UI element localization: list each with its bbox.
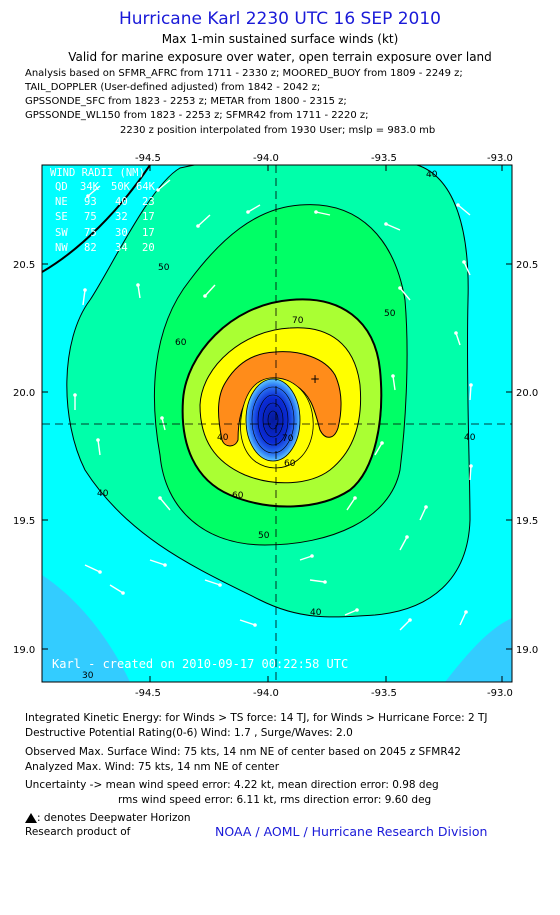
lon-tick-top: -93.5 [371, 153, 397, 164]
radii-cell: SE [55, 211, 68, 223]
radii-cell: SW [55, 227, 68, 239]
ike-line: Integrated Kinetic Energy: for Winds > T… [25, 712, 488, 724]
lon-tick-bottom: -94.5 [135, 688, 161, 699]
legend-note-text: : denotes Deepwater Horizon [37, 812, 191, 824]
deep-cyan-corner-sw [42, 575, 130, 682]
contour-label: 60 [284, 459, 296, 469]
radii-header: 50K [111, 181, 131, 193]
radii-header: 34K [80, 181, 100, 193]
lon-tick-top: -93.0 [487, 153, 513, 164]
contour-label: 60 [175, 338, 187, 348]
radii-cell: 93 [84, 196, 97, 208]
contour-label: 70 [282, 434, 294, 444]
position-line: 2230 z position interpolated from 1930 U… [120, 125, 436, 136]
map-frame [41, 164, 513, 683]
dpr-line: Destructive Potential Rating(0-6) Wind: … [25, 727, 353, 739]
uncertainty-rms: rms wind speed error: 6.11 kt, rms direc… [118, 794, 432, 806]
lat-tick-left: 20.5 [13, 260, 35, 271]
created-timestamp: Karl - created on 2010-09-17 00:22:58 UT… [52, 657, 348, 671]
contour-label: 40 [217, 433, 229, 443]
lat-tick-right: 20.5 [516, 260, 538, 271]
analysis-line: Analysis based on SFMR_AFRC from 1711 - … [25, 68, 463, 79]
radii-cell: 17 [142, 227, 155, 239]
radii-cell: 75 [84, 211, 97, 223]
wind-vector-heads [73, 188, 473, 627]
eye-inner-contour [257, 394, 289, 446]
analysis-line: TAIL_DOPPLER (User-defined adjusted) fro… [25, 82, 321, 93]
wind-field-map: 40 50 60 70 40 50 60 40 50 60 70 40 40 3… [13, 153, 538, 699]
contour-label: 40 [310, 608, 322, 618]
analyzed-max-wind: Analyzed Max. Wind: 75 kts, 14 nm NE of … [25, 761, 280, 773]
lat-tick-left: 20.0 [13, 388, 35, 399]
observed-max-wind: Observed Max. Surface Wind: 75 kts, 14 n… [25, 746, 461, 758]
research-label: Research product of [25, 826, 131, 838]
page-title: Hurricane Karl 2230 UTC 16 SEP 2010 [118, 9, 441, 29]
analysis-line: GPSSONDE_SFC from 1823 - 2253 z; METAR f… [25, 96, 347, 107]
max-wind-marker: + [310, 372, 320, 386]
oil-platform-icon [25, 813, 37, 823]
contour-label: 60 [232, 491, 244, 501]
radii-cell: 82 [84, 242, 97, 254]
radii-cell: 75 [84, 227, 97, 239]
top-ticks [42, 165, 512, 682]
radii-cell: 23 [142, 196, 155, 208]
contour-label: 50 [384, 309, 396, 319]
wind-radii-title: WIND RADII (NM) [50, 167, 145, 179]
lon-tick-top: -94.5 [135, 153, 161, 164]
contour-band-40-nw [42, 165, 175, 280]
deep-cyan-corner-se [445, 618, 512, 682]
eye-inner-contour [262, 402, 284, 438]
contour-label: 40 [426, 170, 438, 180]
eye-low-wind-core [245, 378, 301, 462]
radii-cell: NW [55, 242, 68, 254]
legend-note: : denotes Deepwater Horizon [25, 812, 191, 824]
validity-note: Valid for marine exposure over water, op… [68, 50, 492, 64]
lat-tick-left: 19.5 [13, 516, 35, 527]
lat-tick-right: 19.0 [516, 645, 538, 656]
radii-header: QD [55, 181, 68, 193]
lon-tick-bottom: -93.0 [487, 688, 513, 699]
radii-cell: 17 [142, 211, 155, 223]
lat-tick-left: 19.0 [13, 645, 35, 656]
contour-label: 70 [292, 316, 304, 326]
radii-cell: NE [55, 196, 68, 208]
eye-inner-contour [251, 386, 295, 454]
wind-radii-table: WIND RADII (NM) QD 34K 50K 64K NE 93 40 … [50, 167, 156, 254]
analysis-line: GPSSONDE_WL150 from 1823 - 2253 z; SFMR4… [25, 110, 369, 121]
radii-cell: 40 [115, 196, 128, 208]
contour-label: 40 [464, 433, 476, 443]
lat-tick-right: 19.5 [516, 516, 538, 527]
radii-cell: 20 [142, 242, 155, 254]
lon-tick-bottom: -93.5 [371, 688, 397, 699]
contour-line-40-nw [42, 165, 151, 273]
map-subtitle: Max 1-min sustained surface winds (kt) [161, 32, 399, 46]
radii-header: 64K [136, 181, 156, 193]
radii-cell: 34 [115, 242, 128, 254]
eye-inner-contour [267, 410, 279, 430]
lon-tick-top: -94.0 [253, 153, 279, 164]
radii-cell: 30 [115, 227, 128, 239]
lon-tick-bottom: -94.0 [253, 688, 279, 699]
noaa-aoml-credit: NOAA / AOML / Hurricane Research Divisio… [215, 824, 488, 839]
contour-label: 50 [258, 531, 270, 541]
contour-label: 40 [97, 489, 109, 499]
uncertainty-mean: Uncertainty -> mean wind speed error: 4.… [25, 779, 439, 791]
radii-cell: 32 [115, 211, 128, 223]
contour-label: 30 [82, 671, 94, 681]
lat-tick-right: 20.0 [516, 388, 538, 399]
contour-label: 50 [158, 263, 170, 273]
